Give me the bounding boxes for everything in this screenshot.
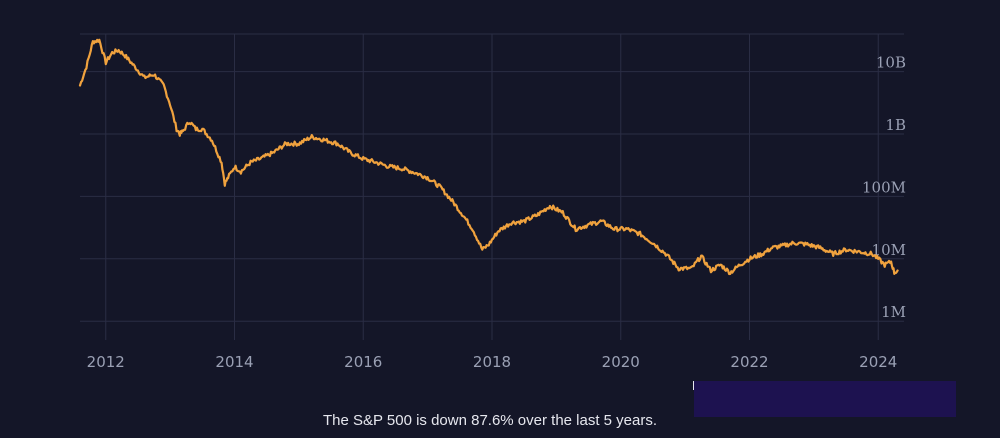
y-tick-label: 100M — [862, 178, 906, 196]
y-tick-label: 1M — [881, 303, 906, 321]
x-tick-label: 2022 — [730, 353, 768, 371]
x-tick-label: 2016 — [344, 353, 382, 371]
grid — [80, 33, 904, 340]
y-axis: 10B 1B 100M 10M 1M — [862, 54, 906, 322]
price-line — [78, 38, 899, 276]
overlay-edge — [693, 381, 694, 390]
x-tick-label: 2020 — [602, 353, 640, 371]
x-axis: 2012 2014 2016 2018 2020 2022 2024 — [87, 353, 898, 371]
x-tick-label: 2012 — [87, 353, 125, 371]
y-tick-label: 1B — [885, 116, 906, 134]
chart-caption: The S&P 500 is down 87.6% over the last … — [322, 412, 658, 429]
x-tick-label: 2014 — [215, 353, 253, 371]
y-tick-label: 10M — [872, 241, 906, 259]
overlay-panel — [694, 381, 956, 417]
y-tick-label: 10B — [876, 54, 906, 72]
x-tick-label: 2018 — [473, 353, 511, 371]
x-tick-label: 2024 — [859, 353, 897, 371]
